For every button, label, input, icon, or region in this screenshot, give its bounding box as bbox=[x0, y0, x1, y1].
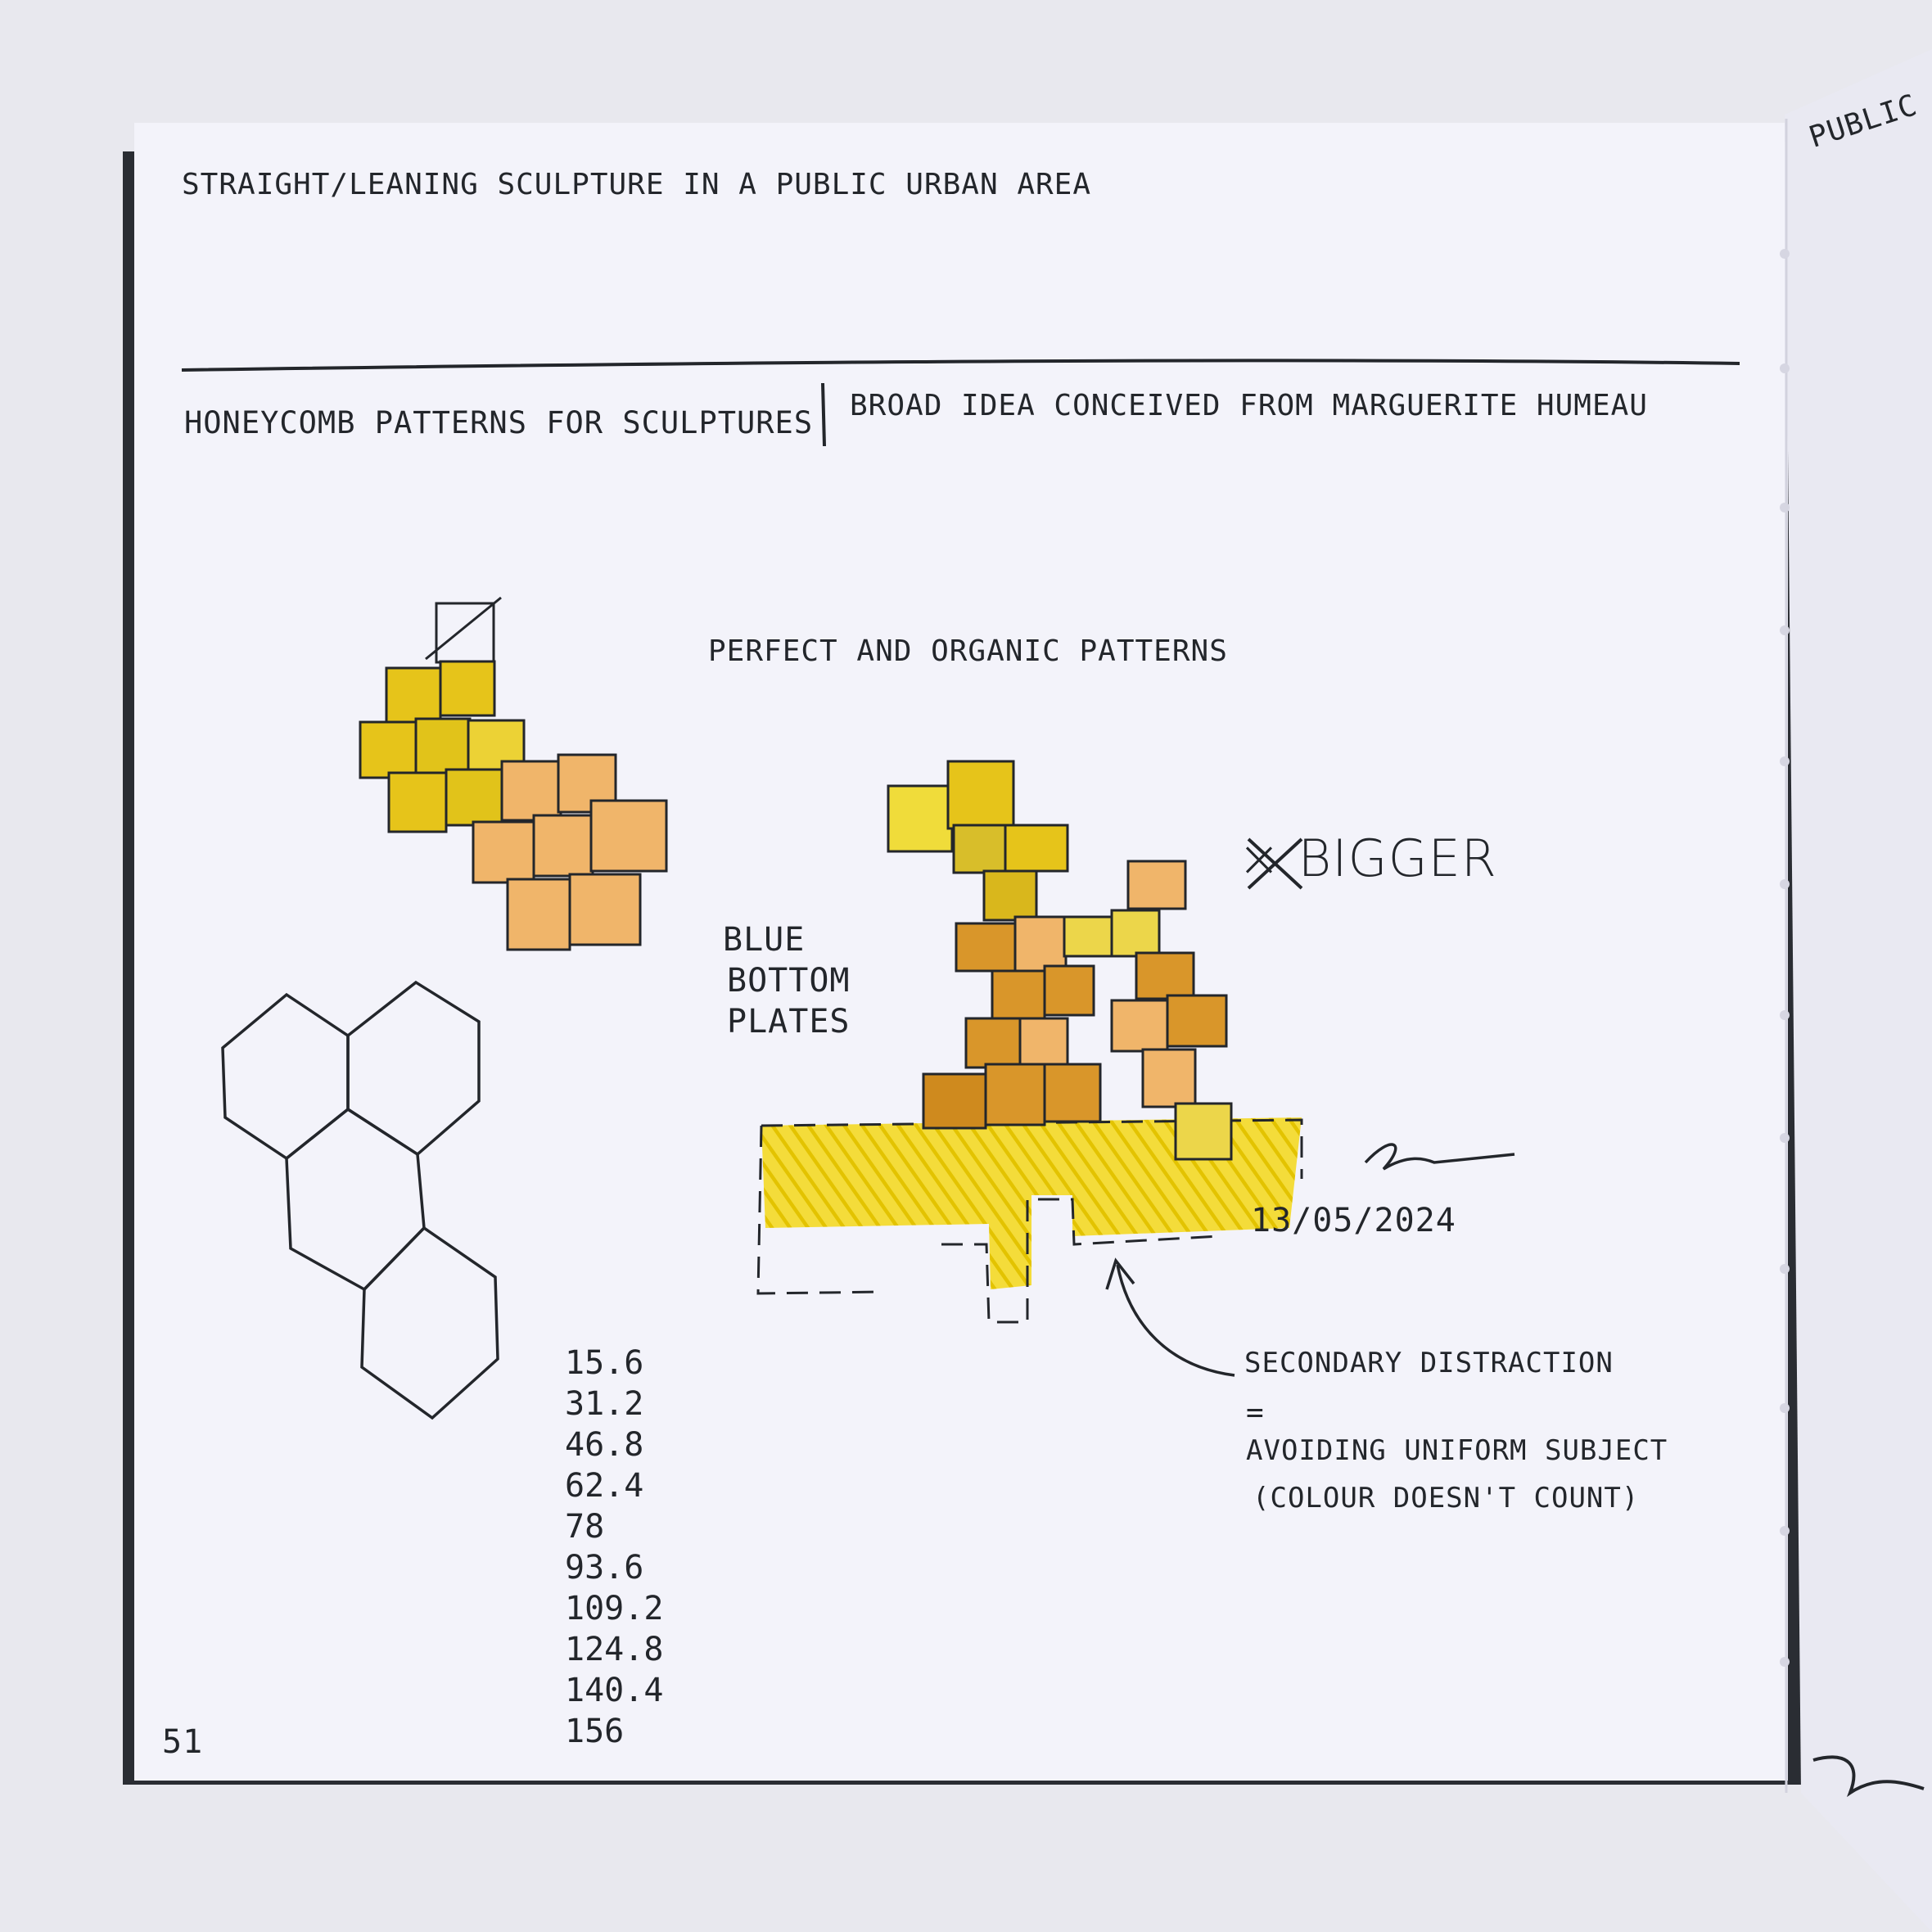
distraction-note-line2: AVOIDING UNIFORM SUBJECT bbox=[1246, 1434, 1668, 1467]
measurement-value: 140.4 bbox=[565, 1672, 664, 1709]
measurement-value: 46.8 bbox=[565, 1426, 644, 1464]
measurement-value: 31.2 bbox=[565, 1385, 644, 1423]
distraction-note-line1: SECONDARY DISTRACTION bbox=[1244, 1347, 1614, 1379]
measurement-value: 93.6 bbox=[565, 1549, 644, 1587]
next-page-edge bbox=[1785, 49, 1932, 1932]
x-mark-icon bbox=[1247, 837, 1303, 890]
signature-icon bbox=[1364, 1143, 1515, 1171]
blue-note-line2: BOTTOM bbox=[727, 962, 851, 1000]
patterns-note: PERFECT AND ORGANIC PATTERNS bbox=[708, 634, 1228, 668]
hexagon-pattern bbox=[221, 980, 499, 1420]
measurement-value: 109.2 bbox=[565, 1590, 664, 1627]
measurement-value: 124.8 bbox=[565, 1631, 664, 1668]
blue-note-line1: BLUE bbox=[723, 921, 806, 959]
measurement-value: 78 bbox=[565, 1508, 605, 1546]
distraction-equals: = bbox=[1246, 1396, 1265, 1429]
measurement-list: 15.6 31.2 46.8 62.4 78 93.6 109.2 124.8 … bbox=[565, 1343, 663, 1752]
square-tile-cluster bbox=[359, 596, 668, 951]
blue-note-line3: PLATES bbox=[727, 1003, 851, 1040]
left-title-text: HONEYCOMB PATTERNS FOR SCULPTURES bbox=[184, 405, 814, 440]
side-signature-icon bbox=[1812, 1755, 1925, 1798]
page-number: 51 bbox=[162, 1723, 204, 1761]
measurement-value: 15.6 bbox=[565, 1344, 644, 1382]
tile-tower-right bbox=[1110, 860, 1233, 1161]
date-text: 13/05/2024 bbox=[1251, 1202, 1456, 1239]
header-divider-line bbox=[181, 359, 1740, 372]
measurement-value: 156 bbox=[565, 1713, 625, 1750]
tile-tower-left bbox=[887, 760, 1117, 1130]
measurement-value: 62.4 bbox=[565, 1467, 644, 1505]
curved-arrow-icon bbox=[1105, 1257, 1235, 1377]
title-separator bbox=[821, 382, 826, 447]
distraction-note-line3: (COLOUR DOESN'T COUNT) bbox=[1253, 1482, 1640, 1514]
top-line-text: STRAIGHT/LEANING SCULPTURE IN A PUBLIC U… bbox=[182, 168, 1092, 201]
right-title-text: BROAD IDEA CONCEIVED FROM MARGUERITE HUM… bbox=[850, 389, 1648, 422]
binding-stitches bbox=[1780, 249, 1790, 1667]
bigger-note: × BIGGER bbox=[1238, 828, 1497, 888]
